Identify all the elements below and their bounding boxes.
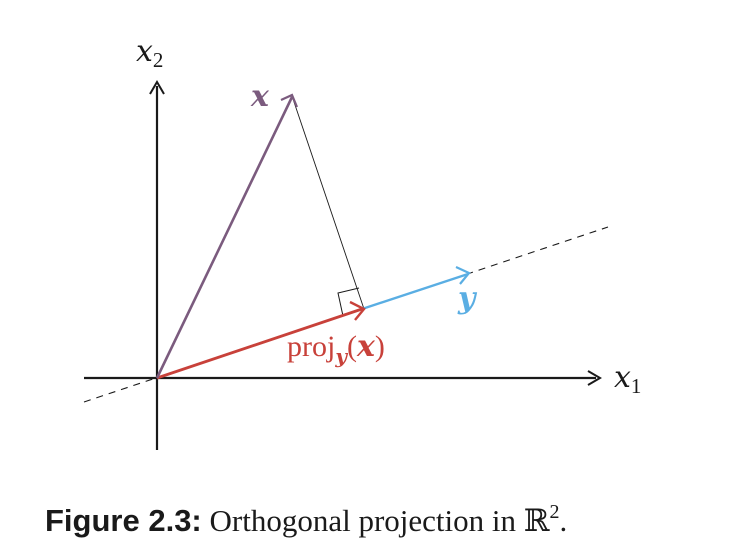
orthogonal-connector bbox=[291, 95, 365, 310]
figure-caption: Figure 2.3: Orthogonal projection in ℝ2. bbox=[45, 501, 567, 538]
caption-label: Figure 2.3: bbox=[45, 503, 202, 538]
caption-space: ℝ bbox=[524, 503, 550, 538]
caption-period: . bbox=[560, 503, 568, 538]
vector-y-label: y bbox=[457, 281, 478, 316]
caption-space-superscript: 2 bbox=[550, 501, 560, 523]
vector-y bbox=[361, 266, 471, 311]
x2-axis-label: x2 bbox=[136, 34, 163, 72]
x2-axis bbox=[149, 80, 165, 450]
projection-label: projy(x) bbox=[287, 329, 385, 368]
vector-x-label: x bbox=[250, 79, 270, 114]
vector-x bbox=[155, 93, 299, 379]
projection-vector bbox=[156, 300, 366, 380]
caption-text: Orthogonal projection in bbox=[202, 503, 524, 538]
right-angle-marker bbox=[337, 287, 360, 317]
x1-axis-label: x1 bbox=[614, 360, 641, 398]
x1-axis bbox=[84, 370, 602, 386]
